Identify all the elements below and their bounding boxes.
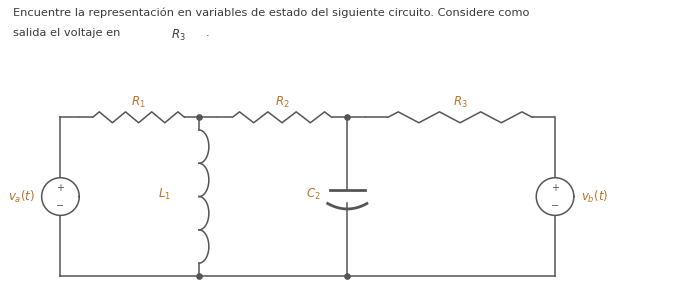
Text: $v_a(t)$: $v_a(t)$: [8, 188, 35, 205]
Text: $C_2$: $C_2$: [306, 187, 321, 202]
Text: +: +: [56, 183, 65, 193]
Text: Encuentre la representación en variables de estado del siguiente circuito. Consi: Encuentre la representación en variables…: [13, 7, 530, 18]
Text: $R_2$: $R_2$: [275, 95, 290, 110]
Text: salida el voltaje en: salida el voltaje en: [13, 28, 124, 38]
Text: $R_3$: $R_3$: [171, 28, 186, 43]
Text: $L_1$: $L_1$: [158, 187, 171, 202]
Text: .: .: [206, 28, 210, 38]
Text: −: −: [56, 201, 65, 211]
Text: −: −: [551, 201, 559, 211]
Text: $v_b(t)$: $v_b(t)$: [581, 188, 608, 205]
Text: $R_1$: $R_1$: [131, 95, 146, 110]
Text: $R_3$: $R_3$: [453, 95, 467, 110]
Text: +: +: [551, 183, 559, 193]
